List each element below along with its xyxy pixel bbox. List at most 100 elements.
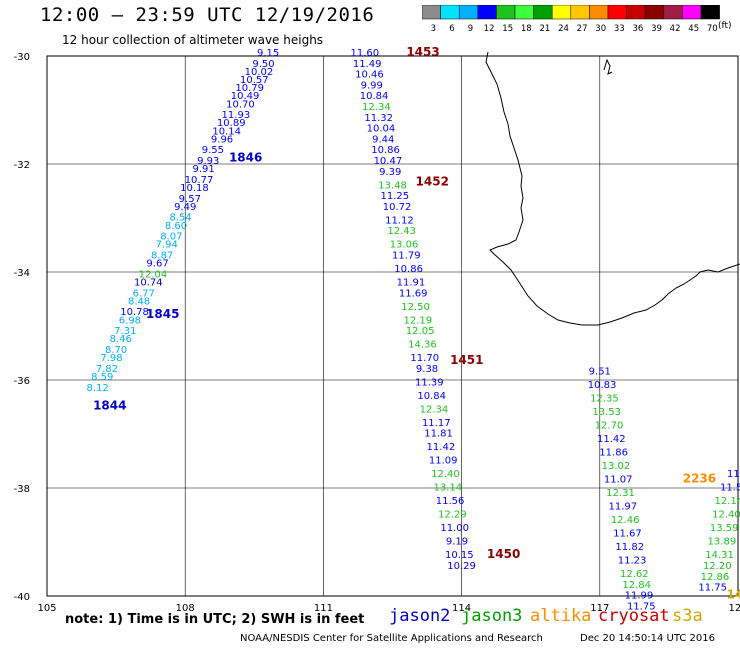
wave-height-value: 8.48 <box>128 296 150 307</box>
wave-height-value: 10.86 <box>371 145 400 156</box>
wave-height-value: 11.23 <box>618 556 647 567</box>
wave-height-value: 10.89 <box>217 118 246 129</box>
colorbar-label: 21 <box>539 24 550 34</box>
coastline-gulf <box>603 58 613 75</box>
wave-height-value: 7.94 <box>156 240 178 251</box>
wave-height-value: 11.86 <box>599 448 628 459</box>
colorbar-label: 39 <box>651 24 662 34</box>
wave-height-value: 12.40 <box>431 469 460 480</box>
wave-height-value: 10.84 <box>417 391 446 402</box>
wave-height-value: 6.77 <box>133 288 155 299</box>
wave-height-value: 11.70 <box>410 353 439 364</box>
wave-height-value: 11.42 <box>597 434 626 445</box>
wave-height-value: 7.98 <box>100 353 122 364</box>
pass-time-label: 1846 <box>229 150 262 164</box>
colorbar-swatch <box>477 5 497 20</box>
wave-height-value: 12.31 <box>606 488 635 499</box>
colorbar-swatch <box>682 5 702 20</box>
wave-height-value: 10.57 <box>240 75 269 86</box>
wave-height-value: 11.49 <box>353 59 382 70</box>
wave-height-value: 11 <box>727 469 740 480</box>
wave-height-value: 8.46 <box>110 334 132 345</box>
wave-height-value: 9.39 <box>379 167 401 178</box>
wave-height-value: 8.87 <box>151 251 173 262</box>
wave-height-value: 12.34 <box>420 404 449 415</box>
wave-height-value: 10.49 <box>231 91 260 102</box>
wave-height-value: 13.59 <box>710 523 739 534</box>
colorbar-label: 9 <box>468 24 473 34</box>
pass-time-label: 1450 <box>487 547 520 561</box>
wave-height-value: 11.69 <box>399 288 428 299</box>
wave-height-value: 11.91 <box>397 278 426 289</box>
colorbar-swatch <box>626 5 646 20</box>
credit-text: NOAA/NESDIS Center for Satellite Applica… <box>240 633 543 644</box>
wave-height-value: 9.49 <box>174 202 196 213</box>
wave-height-value: 11.39 <box>415 377 444 388</box>
wave-height-tracks: 9.159.5010.0210.5710.7910.4910.7011.9310… <box>87 48 740 613</box>
wave-height-value: 7.82 <box>96 364 118 375</box>
wave-height-value: 8.70 <box>105 345 127 356</box>
wave-height-value: 7.31 <box>114 326 136 337</box>
wave-height-value: 10.84 <box>360 91 389 102</box>
colorbar-label: 30 <box>595 24 606 34</box>
wave-height-value: 9.91 <box>192 164 214 175</box>
wave-height-value: 10.04 <box>367 124 396 135</box>
wave-height-value: 10.46 <box>355 70 384 81</box>
wave-height-value: 13.48 <box>378 180 407 191</box>
wave-height-value: 12.43 <box>387 226 416 237</box>
map-grid: 105 108 111 114 117 120 -30 -32 -34 -36 -38 -40 <box>14 52 740 614</box>
wave-height-value: 11.81 <box>424 429 453 440</box>
wave-height-value: 8.60 <box>165 221 187 232</box>
colorbar-swatch <box>551 5 572 20</box>
wave-height-value: 12.62 <box>620 569 649 580</box>
wave-height-value: 13.06 <box>390 240 419 251</box>
wave-height-value: 12.29 <box>438 510 467 521</box>
colorbar-label: 6 <box>449 24 454 34</box>
wave-height-value: 11.00 <box>440 523 469 534</box>
wave-height-value: 10.14 <box>212 126 241 137</box>
pass-time-label: 1845 <box>146 307 179 321</box>
coastline-mainland <box>485 51 740 326</box>
wave-height-value: 11.97 <box>609 502 638 513</box>
lat-tick-label: -34 <box>14 268 30 279</box>
colorbar-label: 12 <box>484 24 495 34</box>
wave-height-value: 11.79 <box>392 251 421 262</box>
wave-height-value: 9.19 <box>446 537 468 548</box>
wave-height-value: 10.78 <box>120 307 149 318</box>
wave-height-value: 10.83 <box>588 380 617 391</box>
wave-height-value: 9.50 <box>252 59 274 70</box>
lon-tick-label: 120 <box>728 603 740 614</box>
wave-height-value: 14.36 <box>408 340 437 351</box>
wave-height-value: 9.55 <box>202 145 224 156</box>
colorbar-swatch <box>607 5 627 20</box>
lat-tick-label: -40 <box>14 592 30 603</box>
wave-height-value: 12.34 <box>362 102 391 113</box>
wave-height-value: 12.46 <box>611 515 640 526</box>
wave-height-value: 13.02 <box>602 461 631 472</box>
pass-time-label: 1433 <box>726 588 740 602</box>
lon-tick-label: 111 <box>314 603 333 614</box>
wave-height-value: 11.67 <box>613 529 642 540</box>
lon-tick-label: 117 <box>590 603 609 614</box>
wave-height-value: 10.02 <box>245 67 274 78</box>
wave-height-value: 10.29 <box>447 561 476 572</box>
wave-height-value: 11.09 <box>429 456 458 467</box>
wave-height-value: 12.20 <box>703 561 732 572</box>
wave-height-value: 12.84 <box>622 580 651 591</box>
wave-height-value: 12.70 <box>595 421 624 432</box>
colorbar-swatch <box>700 5 720 20</box>
wave-height-value: 10.79 <box>235 83 264 94</box>
wave-height-value: 9.51 <box>589 367 611 378</box>
colorbar-label: 45 <box>688 24 699 34</box>
page-subtitle: 12 hour collection of altimeter wave hei… <box>62 33 324 47</box>
colorbar-swatch <box>514 5 534 20</box>
colorbar-unit: (ft) <box>718 21 732 31</box>
colorbar-label: 3 <box>431 24 436 34</box>
wave-height-value: 12.50 <box>401 302 430 313</box>
wave-height-value: 11.75 <box>698 583 727 594</box>
wave-height-value: 11.99 <box>625 591 654 602</box>
lon-tick-label: 105 <box>37 603 56 614</box>
wave-height-value: 12.19 <box>404 315 433 326</box>
wave-height-value: 11.75 <box>627 602 656 613</box>
